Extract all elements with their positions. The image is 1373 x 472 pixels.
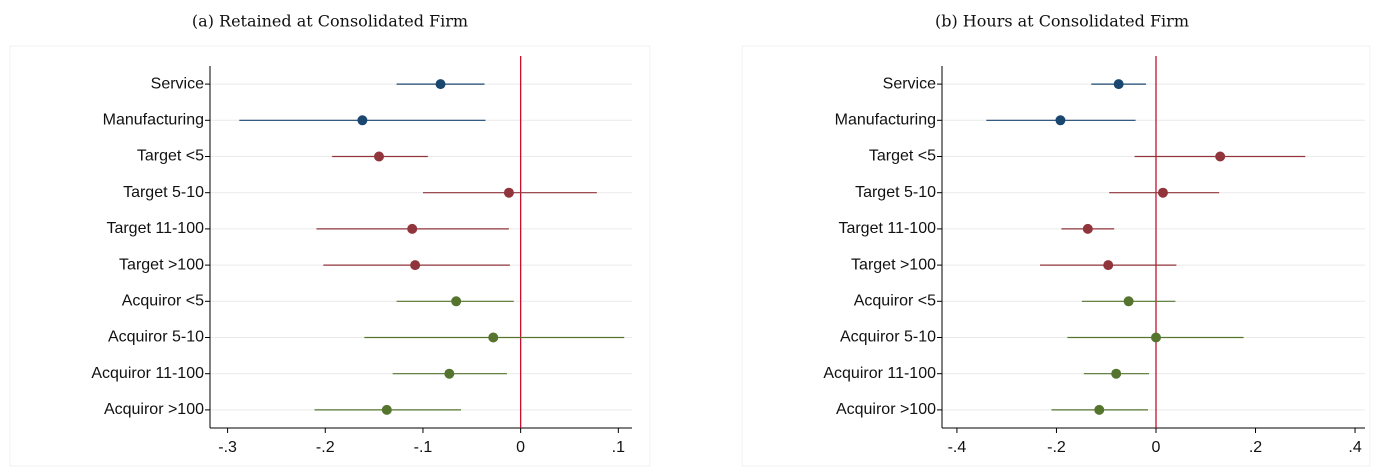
point-estimate: [410, 260, 421, 271]
y-tick-label: Target 11-100: [838, 220, 936, 237]
y-tick-label: Acquiror >100: [836, 401, 936, 418]
panel-frame: [9, 45, 651, 467]
y-tick-label: Acquiror 11-100: [91, 365, 204, 382]
point-estimate: [1113, 79, 1124, 90]
point-estimate: [1157, 187, 1168, 198]
x-tick-label: .4: [1348, 439, 1361, 456]
point-estimate: [1123, 296, 1134, 307]
x-tick-label: .1: [612, 439, 625, 456]
y-tick-label: Manufacturing: [835, 112, 936, 129]
y-tick-label: Target 11-100: [106, 220, 204, 237]
point-estimate: [435, 79, 446, 90]
chart-title: (b) Hours at Consolidated Firm: [935, 12, 1189, 31]
x-tick-label: -.1: [414, 439, 433, 456]
y-tick-label: Target >100: [119, 256, 204, 273]
point-estimate: [1082, 223, 1093, 234]
point-estimate: [1150, 332, 1161, 343]
point-estimate: [1103, 260, 1114, 271]
x-tick-label: -.3: [218, 439, 237, 456]
point-estimate: [1215, 151, 1226, 162]
y-tick-label: Service: [883, 75, 936, 92]
point-estimate: [407, 223, 418, 234]
panel-frame: [741, 45, 1371, 467]
y-tick-label: Target <5: [869, 148, 936, 165]
y-tick-label: Target 5-10: [855, 184, 936, 201]
point-estimate: [357, 115, 368, 126]
point-estimate: [373, 151, 384, 162]
y-tick-label: Target 5-10: [123, 184, 204, 201]
y-tick-label: Manufacturing: [103, 112, 204, 129]
point-estimate: [503, 187, 514, 198]
y-tick-label: Target >100: [851, 256, 936, 273]
point-estimate: [451, 296, 462, 307]
y-tick-label: Acquiror 5-10: [108, 329, 204, 346]
x-tick-label: .2: [1249, 439, 1262, 456]
point-estimate: [488, 332, 499, 343]
x-tick-label: 0: [516, 439, 525, 456]
y-tick-label: Acquiror 11-100: [823, 365, 936, 382]
point-estimate: [1094, 404, 1105, 415]
x-tick-label: -.2: [1047, 439, 1066, 456]
point-estimate: [1111, 368, 1122, 379]
point-estimate: [381, 404, 392, 415]
point-estimate: [444, 368, 455, 379]
y-tick-label: Acquiror 5-10: [840, 329, 936, 346]
y-tick-label: Target <5: [137, 148, 204, 165]
x-tick-label: -.2: [316, 439, 335, 456]
point-estimate: [1055, 115, 1066, 126]
y-tick-label: Acquiror <5: [122, 293, 204, 310]
x-tick-label: -.4: [948, 439, 967, 456]
x-tick-label: 0: [1152, 439, 1161, 456]
chart-title: (a) Retained at Consolidated Firm: [192, 12, 468, 31]
y-tick-label: Service: [151, 75, 204, 92]
y-tick-label: Acquiror >100: [104, 401, 204, 418]
y-tick-label: Acquiror <5: [854, 293, 936, 310]
